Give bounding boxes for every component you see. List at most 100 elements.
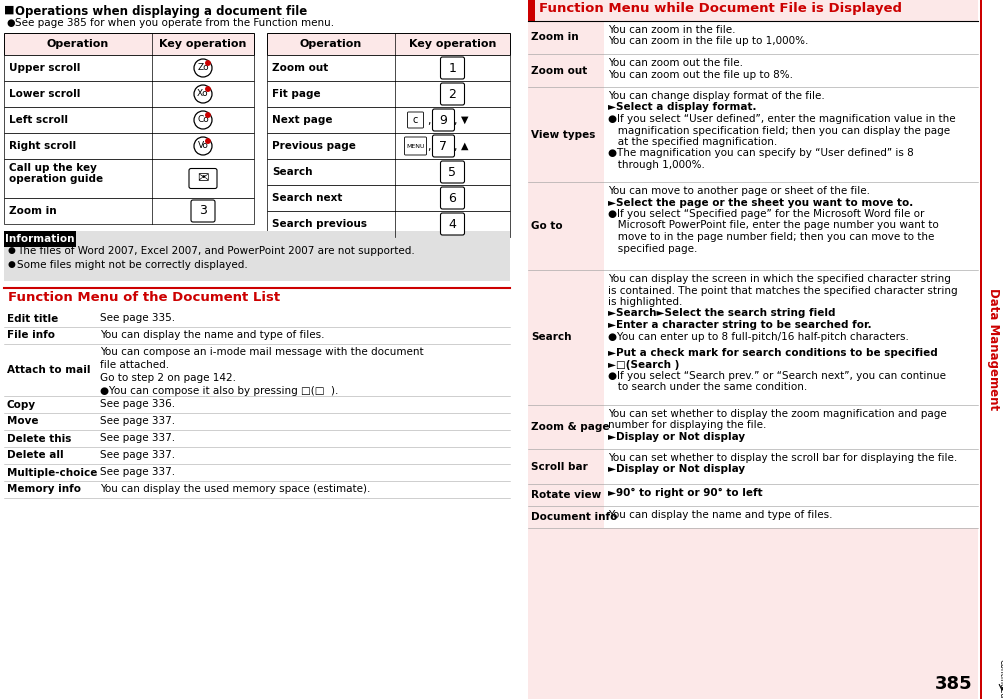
Text: Xo: Xo: [197, 89, 209, 99]
Text: 1: 1: [448, 62, 456, 75]
Text: ►Select the page or the sheet you want to move to.: ►Select the page or the sheet you want t…: [608, 198, 913, 208]
Text: You can zoom in the file up to 1,000%.: You can zoom in the file up to 1,000%.: [608, 36, 807, 47]
Bar: [604, 182, 977, 270]
Text: You can display the name and type of files.: You can display the name and type of fil…: [608, 510, 831, 520]
Text: Memory info: Memory info: [7, 484, 81, 494]
Text: You can move to another page or sheet of the file.: You can move to another page or sheet of…: [608, 186, 870, 196]
Bar: [604, 270, 977, 405]
FancyBboxPatch shape: [440, 213, 464, 235]
Bar: [4, 231, 76, 247]
FancyBboxPatch shape: [440, 187, 464, 209]
Text: ●The magnification you can specify by “User defined” is 8: ●The magnification you can specify by “U…: [608, 148, 913, 159]
Bar: [267, 81, 510, 107]
Bar: [4, 198, 254, 224]
Text: Search next: Search next: [272, 193, 342, 203]
Text: 9: 9: [439, 113, 447, 127]
Bar: [979, 0, 981, 699]
Text: Call up the key: Call up the key: [9, 163, 96, 173]
Bar: [604, 484, 977, 506]
Text: Zoom out: Zoom out: [531, 66, 587, 75]
Text: Move: Move: [7, 417, 38, 426]
Text: 6: 6: [448, 192, 456, 205]
Text: specified page.: specified page.: [608, 243, 697, 254]
Bar: [604, 87, 977, 182]
Text: at the specified magnification.: at the specified magnification.: [608, 137, 776, 147]
Text: Operation: Operation: [47, 39, 109, 49]
Text: ●You can enter up to 8 full-pitch/16 half-pitch characters.: ●You can enter up to 8 full-pitch/16 hal…: [608, 331, 908, 342]
Text: ▼: ▼: [460, 115, 467, 125]
Text: ►Put a check mark for search conditions to be specified: ►Put a check mark for search conditions …: [608, 348, 937, 358]
Text: ,: ,: [452, 142, 455, 152]
Text: Fit page: Fit page: [272, 89, 320, 99]
Text: ,: ,: [452, 116, 455, 126]
Text: Copy: Copy: [7, 400, 36, 410]
Bar: [267, 159, 510, 185]
Text: ●If you select “Search prev.” or “Search next”, you can continue: ●If you select “Search prev.” or “Search…: [608, 371, 945, 381]
Text: Function Menu while Document File is Displayed: Function Menu while Document File is Dis…: [539, 2, 901, 15]
Text: is contained. The point that matches the specified character string: is contained. The point that matches the…: [608, 285, 957, 296]
FancyBboxPatch shape: [407, 112, 423, 128]
Text: ▲: ▲: [460, 141, 467, 151]
Text: Zoom & page: Zoom & page: [531, 422, 609, 432]
Text: Lower scroll: Lower scroll: [9, 89, 80, 99]
Bar: [604, 449, 977, 484]
Text: You can change display format of the file.: You can change display format of the fil…: [608, 91, 823, 101]
Circle shape: [206, 113, 210, 117]
FancyBboxPatch shape: [432, 109, 454, 131]
Text: Delete all: Delete all: [7, 450, 63, 461]
FancyBboxPatch shape: [440, 57, 464, 79]
Text: Upper scroll: Upper scroll: [9, 63, 80, 73]
Text: Zoom in: Zoom in: [9, 206, 56, 216]
Text: operation guide: operation guide: [9, 174, 103, 184]
Text: ●: ●: [8, 261, 16, 270]
Text: ►90° to right or 90° to left: ►90° to right or 90° to left: [608, 488, 762, 498]
Text: ■: ■: [4, 5, 14, 15]
Bar: [4, 81, 254, 107]
Text: 3: 3: [199, 205, 207, 217]
Text: Go to: Go to: [531, 221, 562, 231]
Text: through 1,000%.: through 1,000%.: [608, 160, 704, 170]
Text: file attached.: file attached.: [100, 360, 169, 370]
Text: magnification specification field; then you can display the page: magnification specification field; then …: [608, 126, 949, 136]
Text: ►□(Search ): ►□(Search ): [608, 359, 679, 370]
Text: ●If you select “User defined”, enter the magnification value in the: ●If you select “User defined”, enter the…: [608, 114, 955, 124]
Text: Operations when displaying a document file: Operations when displaying a document fi…: [15, 5, 307, 18]
Bar: [267, 211, 510, 237]
Text: Delete this: Delete this: [7, 433, 71, 443]
Text: ►Search►Select the search string field: ►Search►Select the search string field: [608, 308, 834, 319]
Text: ●: ●: [6, 18, 14, 28]
Text: Multiple-choice: Multiple-choice: [7, 468, 97, 477]
Text: Microsoft PowerPoint file, enter the page number you want to: Microsoft PowerPoint file, enter the pag…: [608, 220, 938, 231]
Text: Right scroll: Right scroll: [9, 141, 76, 151]
Bar: [267, 33, 510, 55]
Text: See page 385 for when you operate from the Function menu.: See page 385 for when you operate from t…: [15, 18, 334, 28]
Text: Function Menu of the Document List: Function Menu of the Document List: [8, 291, 280, 304]
FancyBboxPatch shape: [404, 137, 426, 155]
Text: See page 336.: See page 336.: [100, 399, 175, 409]
Bar: [528, 0, 535, 21]
Text: Left scroll: Left scroll: [9, 115, 68, 125]
Text: ►Select a display format.: ►Select a display format.: [608, 103, 755, 113]
Text: The files of Word 2007, Excel 2007, and PowerPoint 2007 are not supported.: The files of Word 2007, Excel 2007, and …: [17, 246, 414, 256]
Text: Some files might not be correctly displayed.: Some files might not be correctly displa…: [17, 260, 248, 270]
Text: Data Management: Data Management: [987, 289, 1000, 410]
Bar: [604, 21, 977, 54]
Text: You can zoom out the file.: You can zoom out the file.: [608, 58, 742, 68]
Text: is highlighted.: is highlighted.: [608, 297, 682, 307]
Bar: [267, 107, 510, 133]
Text: Information: Information: [5, 234, 74, 244]
Text: Zoom out: Zoom out: [272, 63, 328, 73]
Bar: [528, 0, 977, 699]
Text: Search previous: Search previous: [272, 219, 367, 229]
Bar: [267, 55, 510, 81]
Text: Scroll bar: Scroll bar: [531, 461, 587, 472]
Text: Continued: Continued: [997, 659, 1003, 699]
Text: ,: ,: [426, 116, 430, 126]
Bar: [4, 55, 254, 81]
FancyBboxPatch shape: [440, 83, 464, 105]
Bar: [977, 0, 1003, 699]
Text: File info: File info: [7, 331, 55, 340]
Text: View types: View types: [531, 129, 595, 140]
Text: See page 337.: See page 337.: [100, 433, 175, 443]
Text: ►Enter a character string to be searched for.: ►Enter a character string to be searched…: [608, 320, 871, 330]
